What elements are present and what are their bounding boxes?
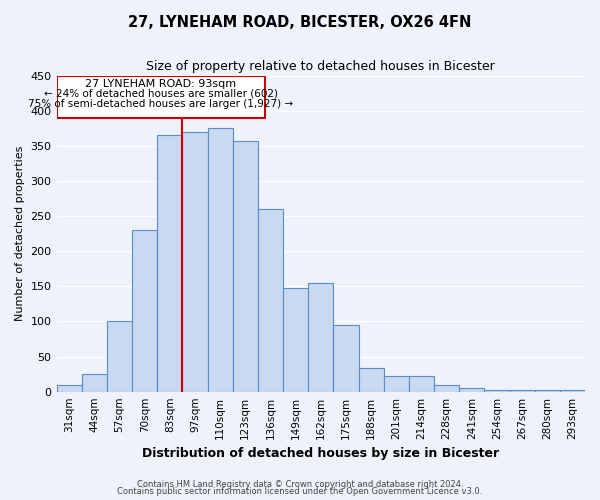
- Bar: [484, 390, 509, 392]
- FancyBboxPatch shape: [56, 76, 265, 118]
- Text: 27, LYNEHAM ROAD, BICESTER, OX26 4FN: 27, LYNEHAM ROAD, BICESTER, OX26 4FN: [128, 15, 472, 30]
- Bar: [509, 390, 535, 392]
- Bar: [434, 384, 459, 392]
- Bar: [208, 128, 233, 392]
- Bar: [409, 376, 434, 392]
- Bar: [359, 368, 383, 392]
- Bar: [283, 288, 308, 392]
- Y-axis label: Number of detached properties: Number of detached properties: [15, 146, 25, 322]
- Text: ← 24% of detached houses are smaller (602): ← 24% of detached houses are smaller (60…: [44, 89, 278, 99]
- Bar: [308, 283, 334, 392]
- Bar: [233, 141, 258, 392]
- Text: 75% of semi-detached houses are larger (1,927) →: 75% of semi-detached houses are larger (…: [28, 98, 293, 108]
- Bar: [56, 384, 82, 392]
- Bar: [132, 230, 157, 392]
- Bar: [82, 374, 107, 392]
- Bar: [258, 209, 283, 392]
- Bar: [334, 325, 359, 392]
- Text: 27 LYNEHAM ROAD: 93sqm: 27 LYNEHAM ROAD: 93sqm: [85, 79, 236, 89]
- Bar: [107, 322, 132, 392]
- Text: Contains public sector information licensed under the Open Government Licence v3: Contains public sector information licen…: [118, 488, 482, 496]
- Bar: [535, 390, 560, 392]
- Title: Size of property relative to detached houses in Bicester: Size of property relative to detached ho…: [146, 60, 495, 73]
- Text: Contains HM Land Registry data © Crown copyright and database right 2024.: Contains HM Land Registry data © Crown c…: [137, 480, 463, 489]
- Bar: [182, 132, 208, 392]
- Bar: [459, 388, 484, 392]
- Bar: [157, 136, 182, 392]
- Bar: [560, 390, 585, 392]
- X-axis label: Distribution of detached houses by size in Bicester: Distribution of detached houses by size …: [142, 447, 499, 460]
- Bar: [383, 376, 409, 392]
